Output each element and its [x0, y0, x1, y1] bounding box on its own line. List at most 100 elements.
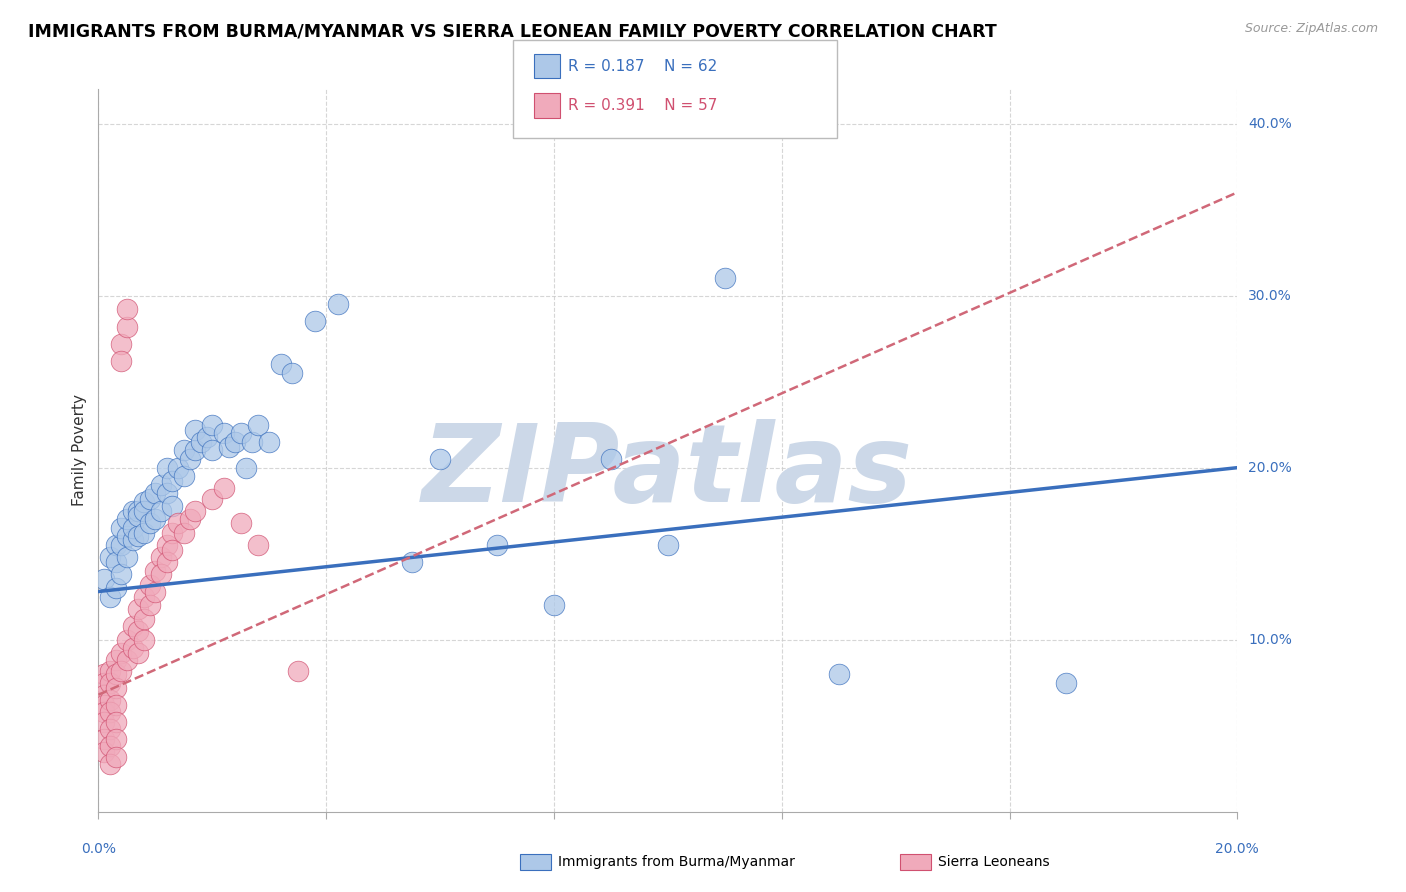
Point	[127, 624, 149, 639]
Point	[486, 538, 509, 552]
Point	[93, 688, 115, 702]
Point	[93, 715, 115, 730]
Point	[259, 434, 281, 449]
Text: 0.0%: 0.0%	[82, 842, 115, 856]
Point	[93, 744, 115, 758]
Point	[138, 516, 160, 530]
Point	[115, 512, 138, 526]
Point	[270, 358, 292, 372]
Point	[281, 366, 304, 380]
Point	[287, 664, 309, 678]
Point	[162, 526, 184, 541]
Text: R = 0.187    N = 62: R = 0.187 N = 62	[568, 59, 717, 73]
Point	[115, 653, 138, 667]
Point	[93, 573, 115, 587]
Point	[429, 452, 451, 467]
Point	[167, 460, 190, 475]
Point	[156, 555, 179, 569]
Point	[110, 538, 132, 552]
Point	[132, 590, 155, 604]
Point	[104, 555, 127, 569]
Point	[184, 443, 207, 458]
Point	[98, 550, 121, 565]
Point	[127, 503, 149, 517]
Text: 20.0%: 20.0%	[1249, 460, 1292, 475]
Point	[326, 297, 349, 311]
Point	[156, 486, 179, 500]
Point	[173, 526, 195, 541]
Point	[145, 564, 167, 578]
Point	[246, 538, 269, 552]
Point	[104, 715, 127, 730]
Text: Source: ZipAtlas.com: Source: ZipAtlas.com	[1244, 22, 1378, 36]
Point	[115, 632, 138, 647]
Text: R = 0.391    N = 57: R = 0.391 N = 57	[568, 98, 717, 112]
Text: 40.0%: 40.0%	[1249, 117, 1292, 130]
Point	[132, 495, 155, 509]
Point	[132, 632, 155, 647]
Point	[173, 469, 195, 483]
Point	[179, 452, 201, 467]
Point	[167, 516, 190, 530]
Point	[132, 612, 155, 626]
Point	[1056, 675, 1078, 690]
Point	[162, 543, 184, 558]
Point	[828, 667, 851, 681]
Text: ZIPatlas: ZIPatlas	[422, 419, 914, 525]
Point	[104, 653, 127, 667]
Point	[138, 599, 160, 613]
Point	[98, 675, 121, 690]
Point	[93, 732, 115, 747]
Point	[121, 503, 143, 517]
Point	[145, 486, 167, 500]
Point	[110, 647, 132, 661]
Point	[138, 577, 160, 591]
Point	[714, 271, 737, 285]
Point	[543, 599, 565, 613]
Point	[145, 584, 167, 599]
Point	[212, 481, 235, 495]
Point	[138, 491, 160, 506]
Point	[127, 601, 149, 615]
Point	[190, 434, 212, 449]
Point	[401, 555, 423, 569]
Text: Immigrants from Burma/Myanmar: Immigrants from Burma/Myanmar	[558, 855, 794, 869]
Point	[179, 512, 201, 526]
Text: Sierra Leoneans: Sierra Leoneans	[938, 855, 1049, 869]
Point	[121, 619, 143, 633]
Point	[115, 550, 138, 565]
Point	[98, 693, 121, 707]
Text: 30.0%: 30.0%	[1249, 289, 1292, 302]
Point	[162, 499, 184, 513]
Point	[240, 434, 263, 449]
Point	[150, 550, 173, 565]
Point	[115, 529, 138, 543]
Point	[104, 581, 127, 595]
Point	[121, 533, 143, 547]
Point	[98, 739, 121, 754]
Point	[224, 434, 246, 449]
Point	[132, 503, 155, 517]
Y-axis label: Family Poverty: Family Poverty	[72, 394, 87, 507]
Point	[184, 503, 207, 517]
Point	[156, 538, 179, 552]
Point	[104, 749, 127, 764]
Point	[150, 503, 173, 517]
Text: IMMIGRANTS FROM BURMA/MYANMAR VS SIERRA LEONEAN FAMILY POVERTY CORRELATION CHART: IMMIGRANTS FROM BURMA/MYANMAR VS SIERRA …	[28, 22, 997, 40]
Point	[246, 417, 269, 432]
Point	[657, 538, 679, 552]
Point	[162, 475, 184, 489]
Point	[127, 647, 149, 661]
Point	[110, 567, 132, 582]
Point	[110, 336, 132, 351]
Point	[201, 491, 224, 506]
Point	[115, 302, 138, 317]
Point	[104, 538, 127, 552]
Point	[150, 478, 173, 492]
Point	[218, 440, 240, 454]
Point	[98, 756, 121, 771]
Point	[212, 426, 235, 441]
Point	[201, 417, 224, 432]
Point	[600, 452, 623, 467]
Point	[98, 664, 121, 678]
